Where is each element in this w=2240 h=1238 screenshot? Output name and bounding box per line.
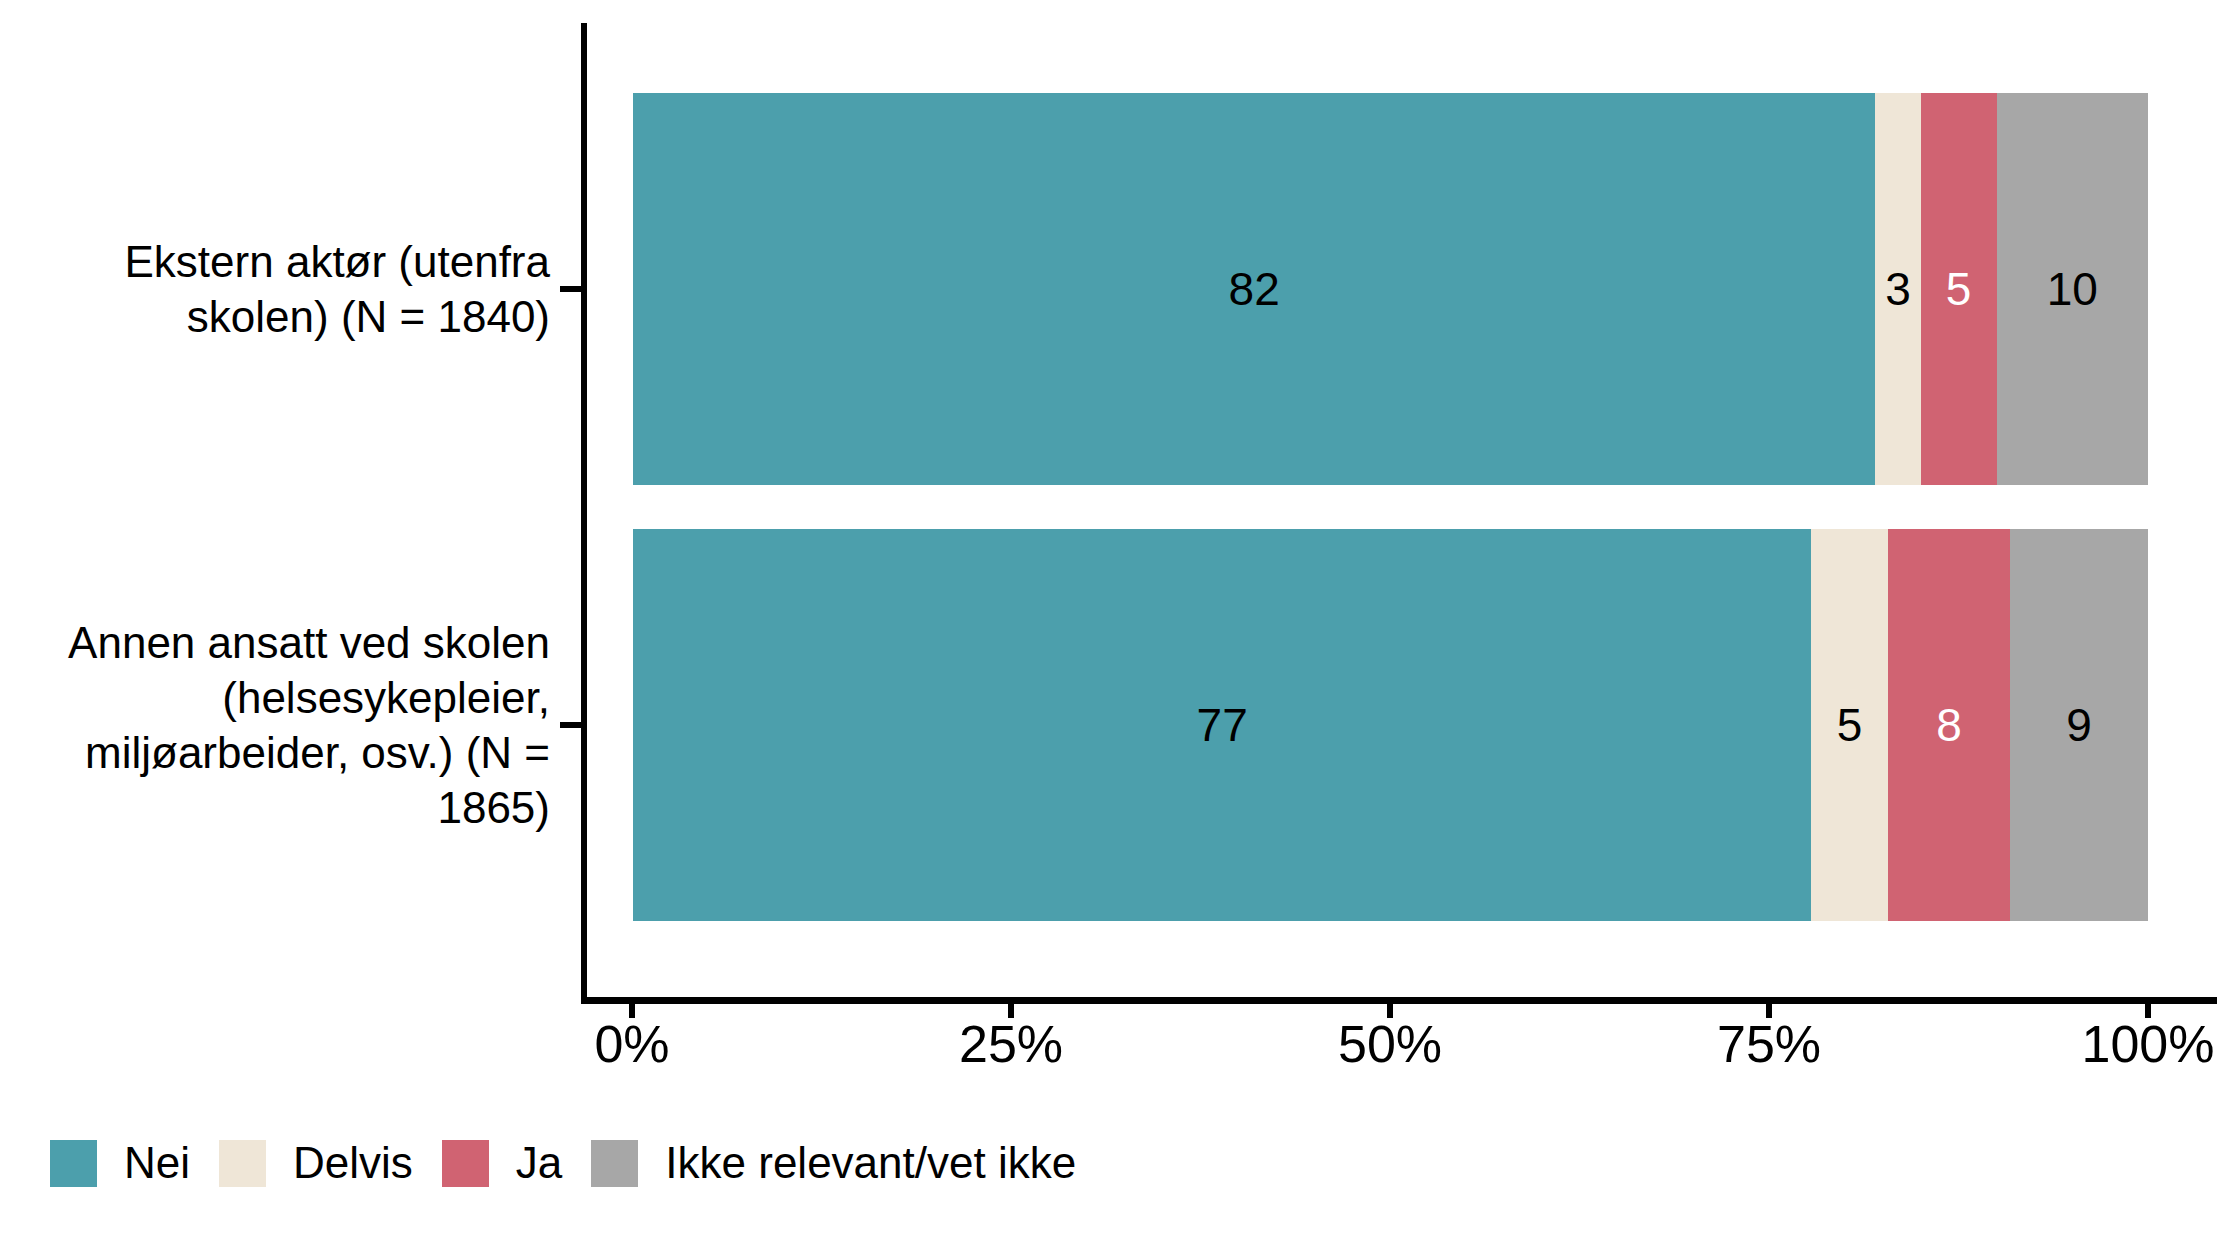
legend-swatch-delvis bbox=[219, 1140, 266, 1187]
bar-segment-nei: 82 bbox=[633, 93, 1875, 485]
legend-swatch-nei bbox=[50, 1140, 97, 1187]
x-tick-label-25: 25% bbox=[959, 1014, 1063, 1074]
legend-item-ja: Ja bbox=[442, 1139, 562, 1187]
segment-value-label: 9 bbox=[2066, 702, 2092, 748]
legend: Nei Delvis Ja Ikke relevant/vet ikke bbox=[50, 1139, 1076, 1187]
stacked-bar-chart: Ekstern aktør (utenfra skolen) (N = 1840… bbox=[0, 0, 2240, 1238]
y-axis-line bbox=[581, 23, 587, 1004]
x-tick-label-100: 100% bbox=[2082, 1014, 2215, 1074]
legend-item-ikke-relevant: Ikke relevant/vet ikke bbox=[591, 1139, 1076, 1187]
segment-value-label: 8 bbox=[1936, 702, 1962, 748]
legend-label-delvis: Delvis bbox=[293, 1139, 413, 1187]
legend-label-ja: Ja bbox=[516, 1139, 562, 1187]
y-axis-tick bbox=[560, 286, 581, 292]
legend-label-ikke-relevant: Ikke relevant/vet ikke bbox=[665, 1139, 1076, 1187]
segment-value-label: 5 bbox=[1946, 266, 1972, 312]
x-tick-label-50: 50% bbox=[1338, 1014, 1442, 1074]
x-tick-label-75: 75% bbox=[1717, 1014, 1821, 1074]
segment-value-label: 3 bbox=[1885, 266, 1911, 312]
legend-swatch-ja bbox=[442, 1140, 489, 1187]
bar-segment-delvis: 3 bbox=[1875, 93, 1920, 485]
segment-value-label: 77 bbox=[1197, 702, 1248, 748]
bar-segment-ikke-relevant-vet-ikke: 10 bbox=[1997, 93, 2149, 485]
segment-value-label: 82 bbox=[1229, 266, 1280, 312]
segment-value-label: 10 bbox=[2047, 266, 2098, 312]
legend-item-nei: Nei bbox=[50, 1139, 190, 1187]
segment-value-label: 5 bbox=[1837, 702, 1863, 748]
legend-label-nei: Nei bbox=[124, 1139, 190, 1187]
bar-segment-nei: 77 bbox=[633, 529, 1811, 921]
bar-segment-delvis: 5 bbox=[1811, 529, 1888, 921]
legend-swatch-ikke-relevant bbox=[591, 1140, 638, 1187]
bar-segment-ikke-relevant-vet-ikke: 9 bbox=[2010, 529, 2148, 921]
legend-item-delvis: Delvis bbox=[219, 1139, 413, 1187]
bar-row-annen-ansatt: 77 5 8 9 bbox=[633, 529, 2148, 921]
category-label-annen-ansatt: Annen ansatt ved skolen (helsesykepleier… bbox=[0, 615, 550, 835]
y-axis-tick bbox=[560, 722, 581, 728]
bar-segment-ja: 5 bbox=[1921, 93, 1997, 485]
x-tick-label-0: 0% bbox=[594, 1014, 669, 1074]
category-label-ekstern-aktor: Ekstern aktør (utenfra skolen) (N = 1840… bbox=[0, 234, 550, 344]
bar-segment-ja: 8 bbox=[1888, 529, 2010, 921]
bar-row-ekstern-aktor: 82 35 10 bbox=[633, 93, 2148, 485]
x-axis-line bbox=[581, 997, 2217, 1004]
